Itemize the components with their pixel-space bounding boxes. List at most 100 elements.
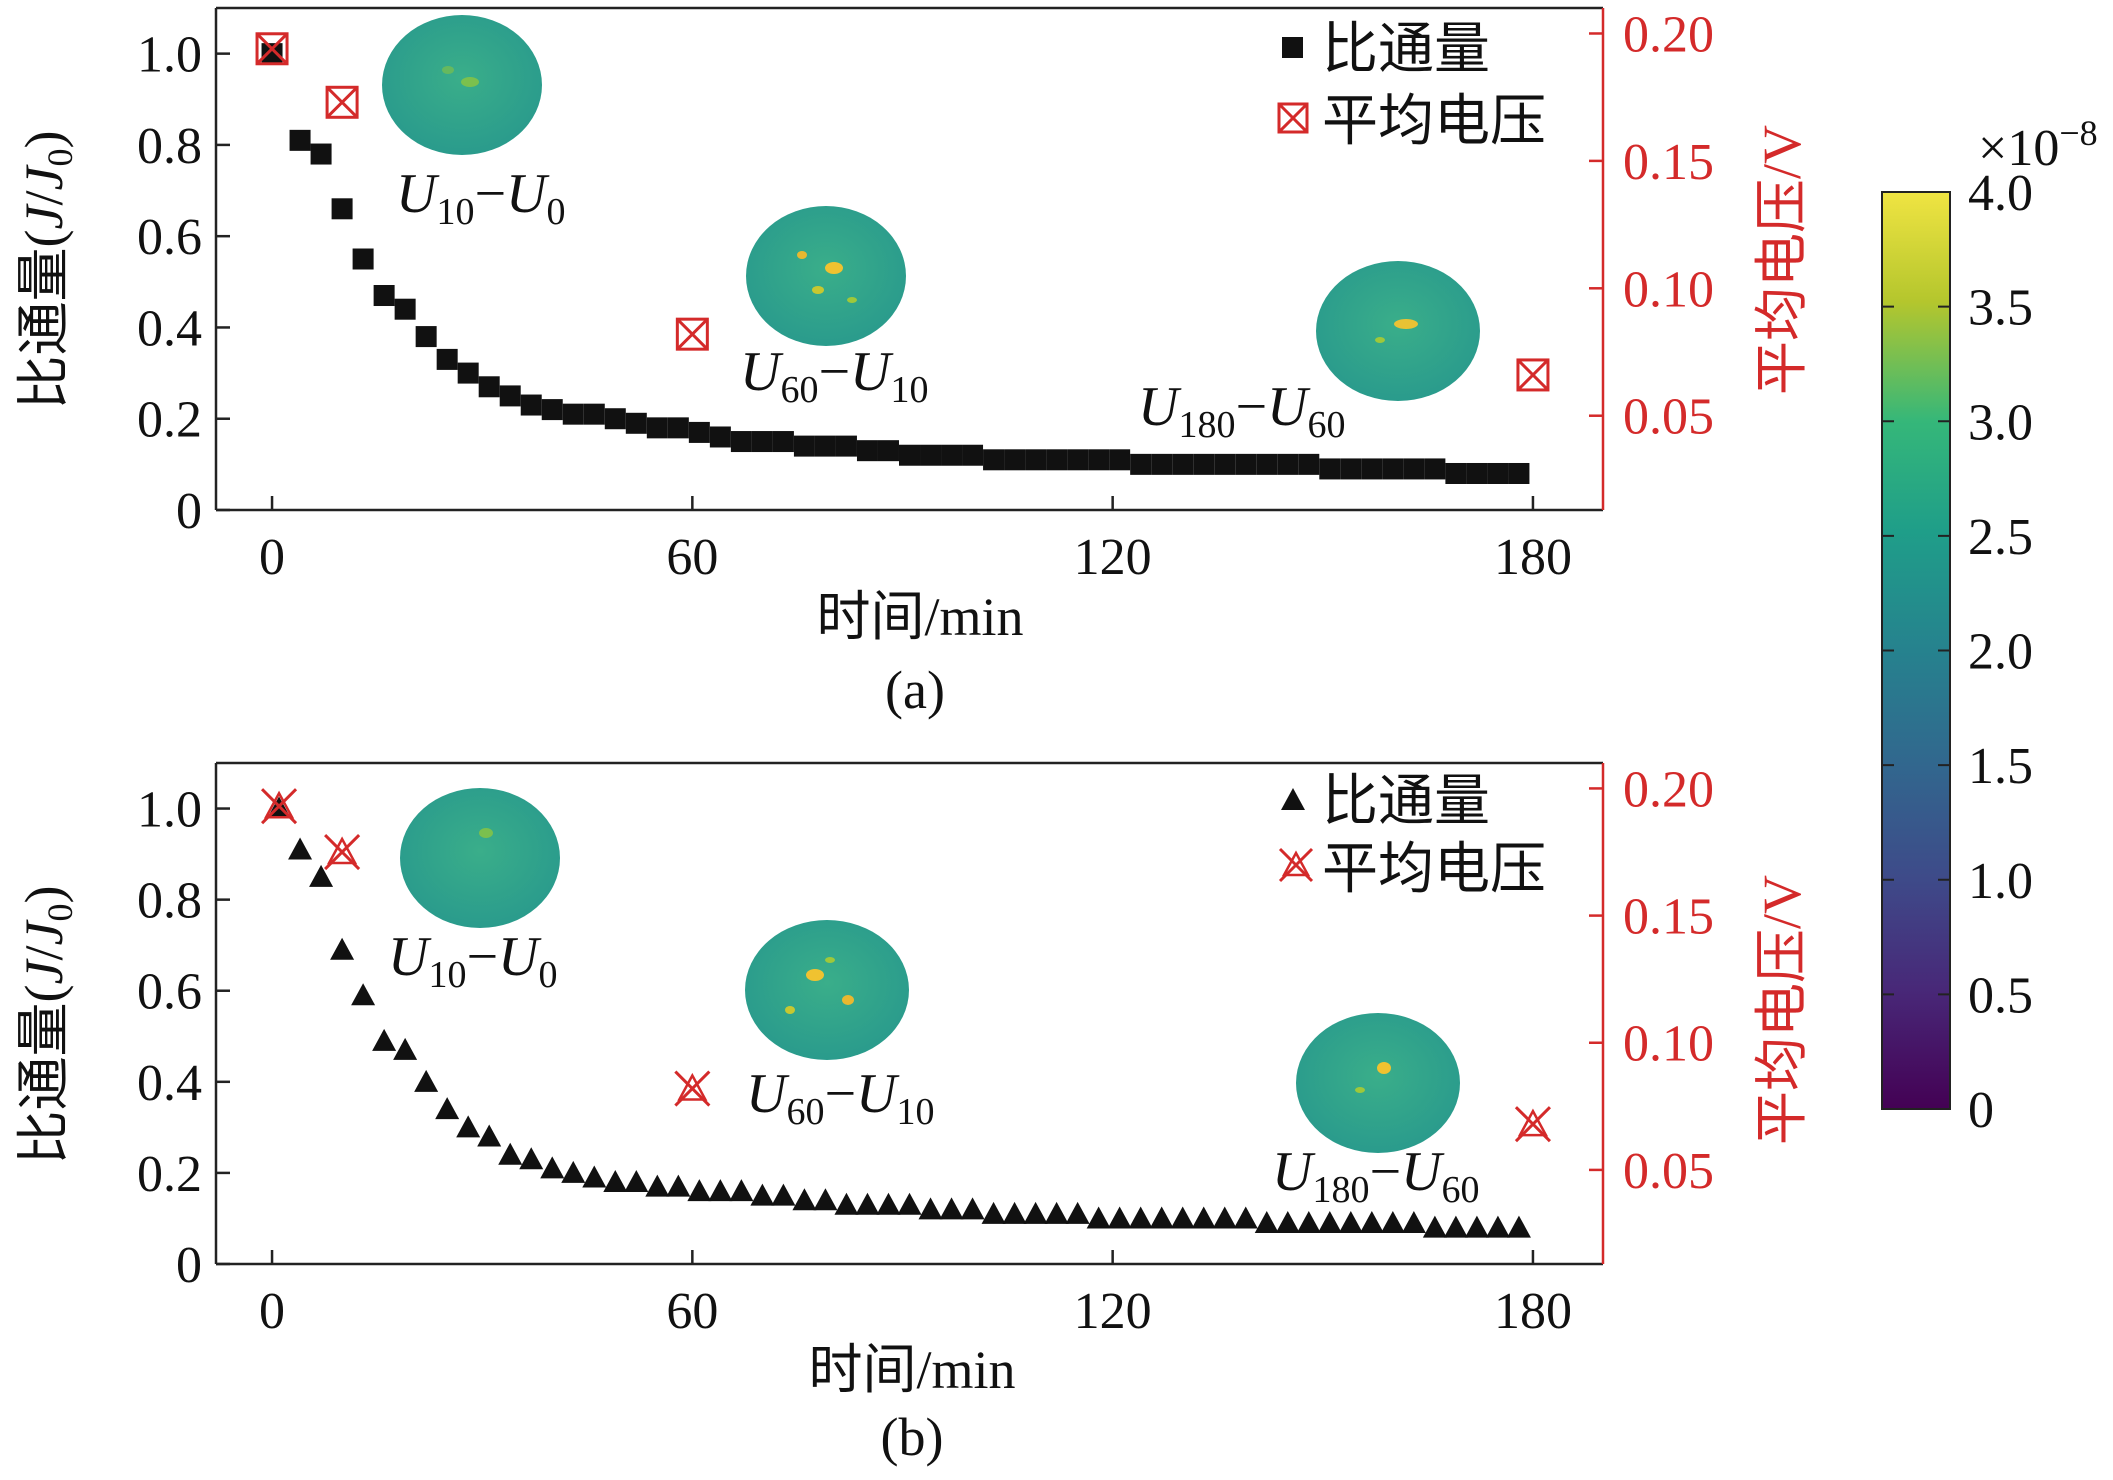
- flux-point: [603, 1170, 628, 1193]
- voltage-point: [1514, 1106, 1552, 1143]
- flux-point: [1277, 453, 1299, 475]
- x-tick-label: 0: [259, 529, 285, 586]
- x-tick-label: 120: [1074, 1283, 1152, 1340]
- flux-point: [1445, 462, 1467, 484]
- flux-point: [415, 326, 437, 348]
- voltage-marker-triangle: [677, 1072, 708, 1101]
- flux-point: [1214, 453, 1236, 475]
- flux-point: [1149, 1206, 1174, 1229]
- flux-point: [1191, 1206, 1216, 1229]
- flux-point: [352, 248, 374, 270]
- flux-point: [1067, 449, 1089, 471]
- flux-point: [645, 1174, 670, 1197]
- flux-point: [856, 440, 878, 462]
- flux-point: [1359, 1211, 1384, 1234]
- flux-point: [582, 1165, 607, 1188]
- flux-point: [1382, 458, 1404, 480]
- flux-point: [1233, 1206, 1258, 1229]
- flux-point: [897, 1192, 922, 1215]
- panel-a-legend: 比通量 平均电压: [1277, 19, 1546, 153]
- legend-flux-label: 比通量: [1322, 771, 1490, 833]
- flux-point: [730, 431, 752, 453]
- flux-point: [331, 198, 353, 220]
- flux-point: [1403, 458, 1425, 480]
- voltage-marker-line: [255, 32, 289, 65]
- flux-point: [540, 1156, 565, 1179]
- y-tick-label: 0.2: [137, 392, 202, 449]
- annotation-u60-u10: U60−U10: [740, 341, 929, 411]
- flux-point: [1193, 453, 1215, 475]
- x-tick-label: 120: [1074, 529, 1152, 586]
- flux-point: [918, 1197, 943, 1220]
- flux-point: [813, 1188, 838, 1211]
- flux-point: [771, 1183, 796, 1206]
- panel-b-heatmap-u10-u0: [400, 788, 560, 928]
- panel-b-caption: (b): [881, 1407, 944, 1467]
- legend-boxed-x-marker: [1277, 102, 1309, 134]
- y-tick-label: 0: [176, 483, 202, 540]
- voltage-marker-line: [326, 86, 359, 119]
- voltage-point: [1516, 358, 1550, 392]
- colorbar-tick-label: 0: [1968, 1082, 1994, 1139]
- panel-b-heatmap-u180-u60: [1296, 1013, 1460, 1153]
- flux-point: [981, 1201, 1006, 1224]
- flux-point: [1317, 1211, 1342, 1234]
- y-tick-label: 0.4: [137, 1055, 202, 1112]
- panel-b-y-axis-title: 比通量(J/J0): [14, 886, 80, 1165]
- flux-point: [624, 1170, 649, 1193]
- y-tick-label: 1.0: [137, 782, 202, 839]
- flux-point: [1088, 449, 1110, 471]
- voltage-marker-box: [1516, 358, 1550, 392]
- flux-point: [1296, 1211, 1321, 1234]
- flux-point: [435, 1097, 460, 1120]
- flux-point: [351, 983, 376, 1006]
- legend-voltage-label: 平均电压: [1322, 91, 1546, 153]
- flux-point: [960, 1197, 985, 1220]
- y2-tick-label: 0.15: [1623, 889, 1714, 946]
- flux-point: [876, 1192, 901, 1215]
- flux-point: [941, 444, 963, 466]
- x-tick-label: 0: [259, 1283, 285, 1340]
- flux-point: [1506, 1215, 1531, 1238]
- flux-point: [814, 435, 836, 457]
- voltage-point: [255, 32, 289, 66]
- panel-a-caption: (a): [885, 660, 945, 720]
- voltage-point: [325, 85, 359, 119]
- flux-point: [289, 129, 311, 151]
- flux-point: [457, 362, 479, 384]
- flux-point: [1424, 458, 1446, 480]
- flux-point: [920, 444, 942, 466]
- flux-point: [436, 348, 458, 370]
- colorbar-tick-label: 2.0: [1968, 624, 2033, 681]
- legend-flux-label: 比通量: [1322, 19, 1490, 81]
- flux-point: [1380, 1211, 1405, 1234]
- flux-point: [835, 435, 857, 457]
- legend-triangle-marker: [1281, 788, 1305, 810]
- voltage-marker-box: [675, 317, 709, 351]
- flux-point: [309, 864, 334, 887]
- panel-b-x-axis-title: 时间/min: [808, 1340, 1015, 1400]
- flux-point: [1275, 1211, 1300, 1234]
- flux-point: [1254, 1211, 1279, 1234]
- legend-voltage-label: 平均电压: [1322, 839, 1546, 901]
- y-tick-label: 0.8: [137, 118, 202, 175]
- flux-point: [625, 412, 647, 434]
- flux-point: [1443, 1215, 1468, 1238]
- x-tick-label: 180: [1494, 529, 1572, 586]
- flux-point: [1256, 453, 1278, 475]
- flux-point: [1212, 1206, 1237, 1229]
- flux-point: [1046, 449, 1068, 471]
- panel-a-y2-axis-title: 平均电压/V: [1752, 125, 1812, 395]
- flux-point: [855, 1192, 880, 1215]
- flux-point: [1170, 1206, 1195, 1229]
- voltage-marker-triangle: [1517, 1108, 1549, 1137]
- y2-tick-label: 0.10: [1623, 1016, 1714, 1073]
- flux-point: [1025, 449, 1047, 471]
- panel-a-plot: 0 60 120 180 0 0.2 0.4 0.6 0.8 1.0 0.05 0.10 0.15 0.2…: [137, 6, 1714, 586]
- panel-b-y2-axis-title: 平均电压/V: [1752, 875, 1812, 1145]
- flux-point: [646, 417, 668, 439]
- voltage-marker-triangle: [326, 836, 358, 865]
- flux-point: [793, 435, 815, 457]
- panel-a-y-axis-title: 比通量(J/J0): [14, 131, 80, 410]
